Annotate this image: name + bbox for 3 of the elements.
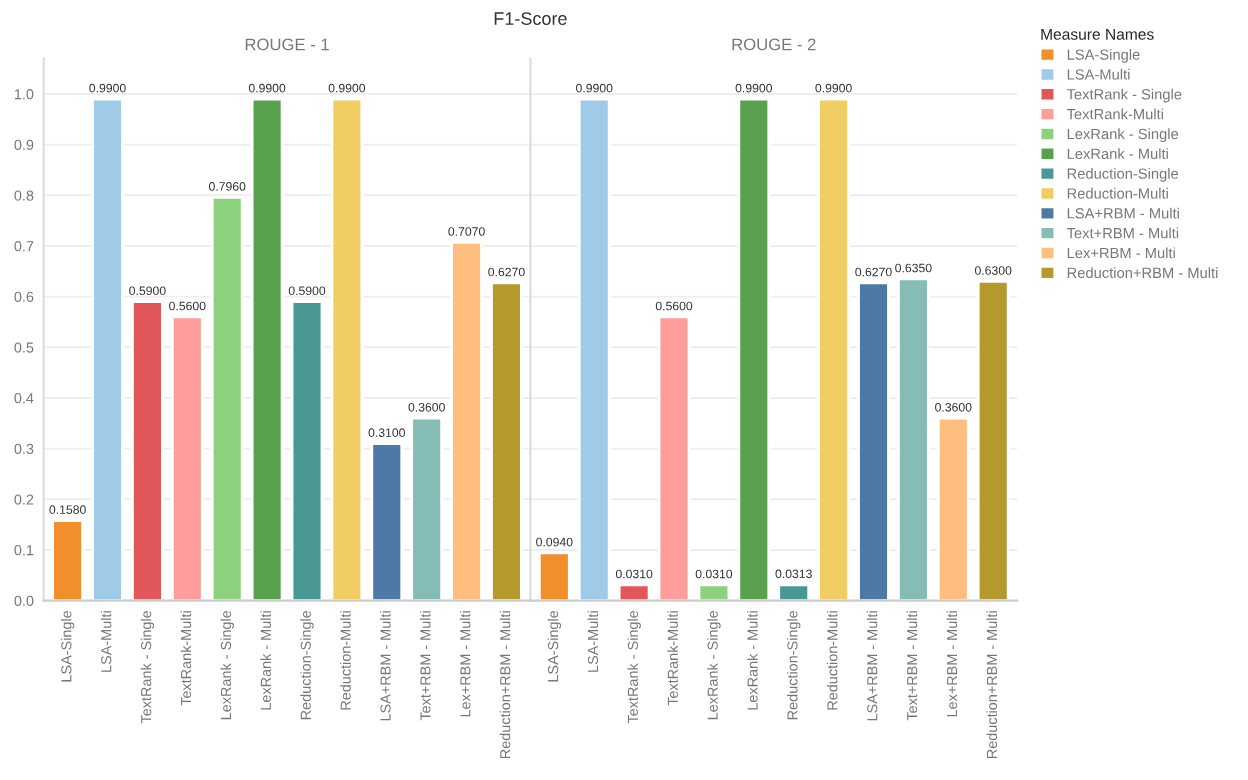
chart-subtitle: ROUGE - 1 [245, 38, 329, 51]
chart-title: F1-Score [494, 12, 567, 25]
chart-subtitle: ROUGE - 2 [732, 38, 816, 51]
